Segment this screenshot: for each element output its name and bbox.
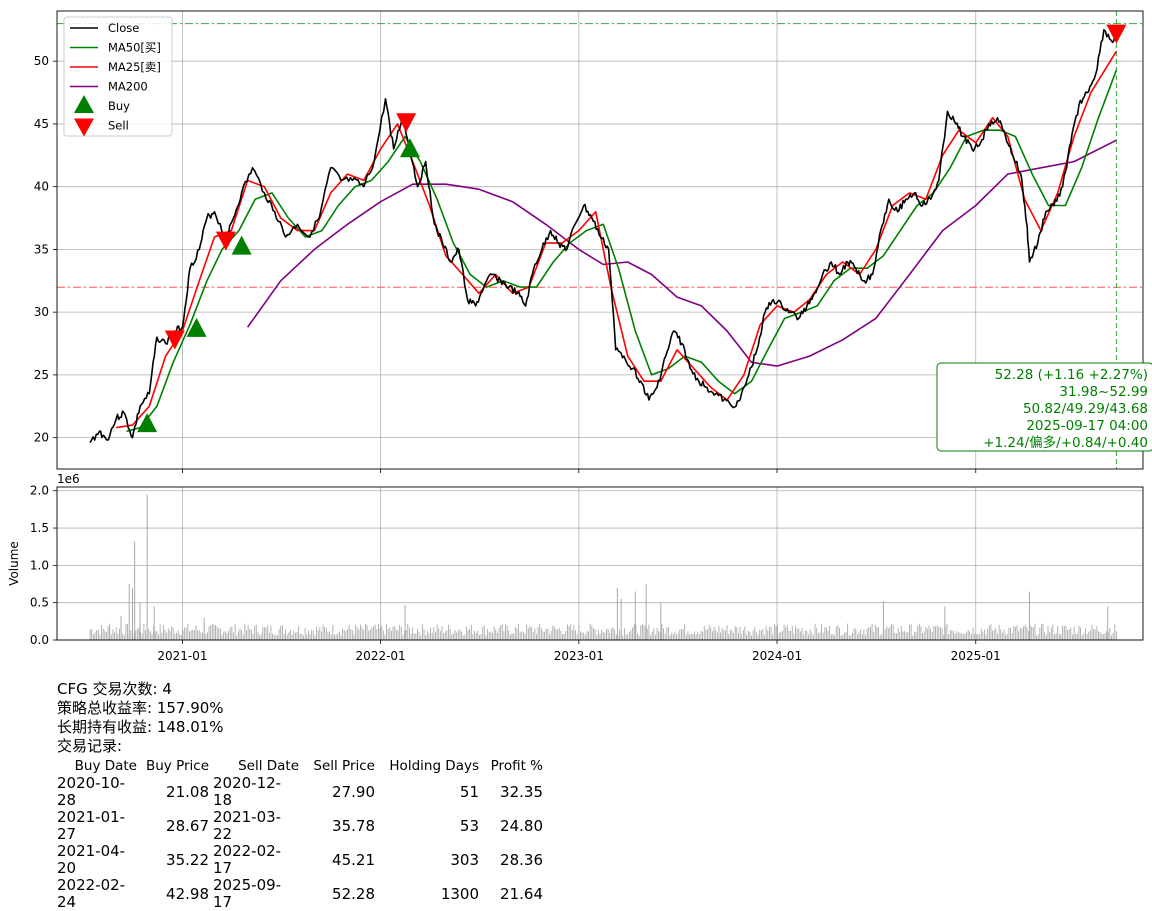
header-buy-price: Buy Price (145, 758, 209, 774)
table-row: 2021-04-20 35.22 2022-02-17 45.21 303 28… (57, 843, 547, 877)
sell-price-cell: 52.28 (332, 884, 375, 903)
total-return-line: 策略总收益率: 157.90% (57, 699, 224, 717)
volume-axis-label: Volume (7, 541, 21, 586)
header-buy-date: Buy Date (74, 758, 137, 774)
annotation-line: 31.98~52.99 (1059, 384, 1148, 400)
table-header-row: Buy Date Buy Price Sell Date Sell Price … (57, 758, 547, 775)
legend-label: MA50[买] (108, 41, 161, 55)
annotation-line: 52.28 (+1.16 +2.27%) (995, 367, 1148, 383)
volume-plot-area (57, 487, 1143, 640)
volume-y-tick-label: 2.0 (30, 484, 49, 498)
y-tick-label: 50 (34, 54, 49, 68)
summary-block: CFG 交易次数: 4 策略总收益率: 157.90% 长期持有收益: 148.01… (57, 680, 224, 756)
records-title: 交易记录: (57, 737, 123, 755)
profit-cell: 24.80 (500, 816, 543, 835)
info-annotation-box (936, 362, 1152, 452)
y-tick-label: 40 (34, 180, 49, 194)
y-tick-label: 45 (34, 117, 49, 131)
profit-cell: 28.36 (500, 850, 543, 869)
holding-days-cell: 53 (459, 816, 479, 835)
close-line (89, 28, 1118, 443)
legend-label: Buy (108, 99, 130, 113)
header-sell-price: Sell Price (313, 758, 375, 774)
annotation-line: 2025-09-17 04:00 (1026, 418, 1148, 434)
sell-price-cell: 27.90 (332, 782, 375, 801)
table-row: 2022-02-24 42.98 2025-09-17 52.28 1300 2… (57, 877, 547, 911)
stock-chart: 2021-01 2022-01 2023-01 2024-01 2025-01 20 25 3… (7, 10, 1152, 663)
buy-price-cell: 21.08 (166, 782, 209, 801)
sell-date-cell: 2022-02-17 (213, 842, 282, 877)
buy-price-cell: 28.67 (166, 816, 209, 835)
x-tick-label: 2023-01 (554, 649, 604, 663)
x-tick-label: 2024-01 (752, 649, 802, 663)
buy-marker (231, 235, 252, 255)
sell-marker (215, 231, 236, 251)
buy-marker (186, 317, 207, 337)
legend-sell-marker (74, 118, 94, 137)
y-tick-label: 35 (34, 242, 49, 256)
sell-date-cell: 2025-09-17 (213, 876, 282, 911)
volume-y-tick-label: 1.0 (30, 558, 49, 572)
sell-date-cell: 2021-03-22 (213, 808, 282, 843)
sell-marker (396, 113, 417, 133)
ma200-line (246, 139, 1117, 367)
header-profit: Profit % (490, 758, 543, 774)
volume-plot-frame (56, 486, 1144, 641)
price-plot-frame (56, 10, 1144, 470)
buy-price-cell: 42.98 (166, 884, 209, 903)
sell-price-cell: 45.21 (332, 850, 375, 869)
legend-label: MA200 (108, 80, 148, 94)
y-tick-label: 30 (34, 305, 49, 319)
header-sell-date: Sell Date (238, 758, 299, 774)
holding-days-cell: 51 (459, 782, 479, 801)
legend-label: Close (108, 21, 139, 35)
volume-offset-label: 1e6 (57, 472, 80, 486)
annotation-line: +1.24/偏多/+0.84/+0.40 (983, 434, 1148, 451)
legend-label: Sell (108, 119, 129, 133)
trade-records-table: Buy Date Buy Price Sell Date Sell Price … (57, 758, 547, 911)
legend-buy-marker (74, 95, 94, 113)
x-tick-label: 2022-01 (356, 649, 406, 663)
sell-price-cell: 35.78 (332, 816, 375, 835)
y-tick-label: 20 (34, 431, 49, 445)
profit-cell: 32.35 (500, 782, 543, 801)
sell-marker (164, 330, 185, 350)
holding-days-cell: 1300 (440, 884, 479, 903)
hold-return-line: 长期持有收益: 148.01% (57, 718, 224, 736)
header-holding-days: Holding Days (389, 758, 479, 774)
table-row: 2021-01-27 28.67 2021-03-22 35.78 53 24.… (57, 809, 547, 843)
ma50-line (126, 69, 1118, 433)
x-tick-label: 2021-01 (157, 649, 207, 663)
table-row: 2020-10-28 21.08 2020-12-18 27.90 51 32.… (57, 775, 547, 809)
buy-marker (137, 413, 158, 433)
buy-price-cell: 35.22 (166, 850, 209, 869)
buy-date-cell: 2021-04-20 (57, 842, 126, 877)
volume-y-tick-label: 0.0 (30, 633, 49, 647)
holding-days-cell: 303 (450, 850, 479, 869)
x-tick-label: 2025-01 (951, 649, 1001, 663)
profit-cell: 21.64 (500, 884, 543, 903)
buy-date-cell: 2022-02-24 (57, 876, 126, 911)
trade-count-line: CFG 交易次数: 4 (57, 680, 172, 698)
y-tick-label: 25 (34, 368, 49, 382)
buy-marker (399, 138, 420, 158)
volume-y-tick-label: 0.5 (30, 596, 49, 610)
annotation-line: 50.82/49.29/43.68 (1023, 401, 1148, 417)
sell-marker (1106, 24, 1127, 44)
legend-label: MA25[卖] (108, 60, 161, 74)
volume-y-tick-label: 1.5 (30, 521, 49, 535)
sell-date-cell: 2020-12-18 (213, 774, 282, 809)
buy-date-cell: 2021-01-27 (57, 808, 126, 843)
buy-date-cell: 2020-10-28 (57, 774, 126, 809)
